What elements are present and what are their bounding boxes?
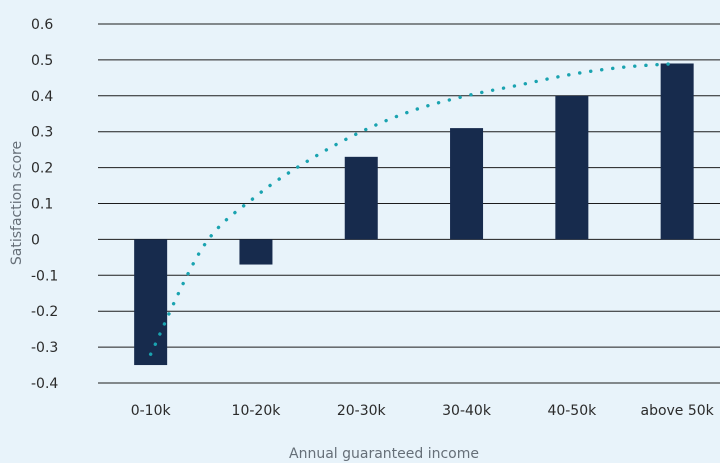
y-tick-label: 0.6 <box>31 17 53 33</box>
y-tick-label: 0.2 <box>31 161 53 177</box>
x-tick-label: above 50k <box>640 403 714 419</box>
gridlines <box>98 23 720 384</box>
x-axis-title: Annual guaranteed income <box>289 446 479 462</box>
y-tick-label: 0.4 <box>31 89 53 105</box>
y-tick-label: -0.2 <box>31 304 58 320</box>
bar <box>134 239 168 366</box>
bar <box>555 95 589 240</box>
y-tick-label: 0.1 <box>31 197 53 213</box>
y-tick-labels: 0.6 0.5 0.4 0.3 0.2 0.1 0 -0.1 -0.2 -0.3 -0.4 <box>31 17 58 392</box>
x-tick-label: 30-40k <box>442 403 492 419</box>
x-tick-label: 10-20k <box>232 403 282 419</box>
y-axis-title: Satisfaction score <box>9 141 25 265</box>
bar <box>660 63 694 240</box>
x-tick-labels: 0-10k 10-20k 20-30k 30-40k 40-50k above 50k <box>131 403 715 419</box>
x-tick-label: 20-30k <box>337 403 387 419</box>
y-tick-label: 0.5 <box>31 53 53 69</box>
y-tick-label: 0.3 <box>31 125 53 141</box>
bar <box>239 239 273 265</box>
bar <box>344 156 378 240</box>
x-tick-label: 40-50k <box>547 403 597 419</box>
trendline-path <box>148 61 679 356</box>
y-tick-label: -0.4 <box>31 376 58 392</box>
bars <box>134 63 694 366</box>
y-tick-label: 0 <box>31 232 40 248</box>
y-tick-label: -0.3 <box>31 340 58 356</box>
x-tick-label: 0-10k <box>131 403 172 419</box>
trendline <box>148 61 679 356</box>
y-tick-label: -0.1 <box>31 268 58 284</box>
bar <box>450 128 484 240</box>
